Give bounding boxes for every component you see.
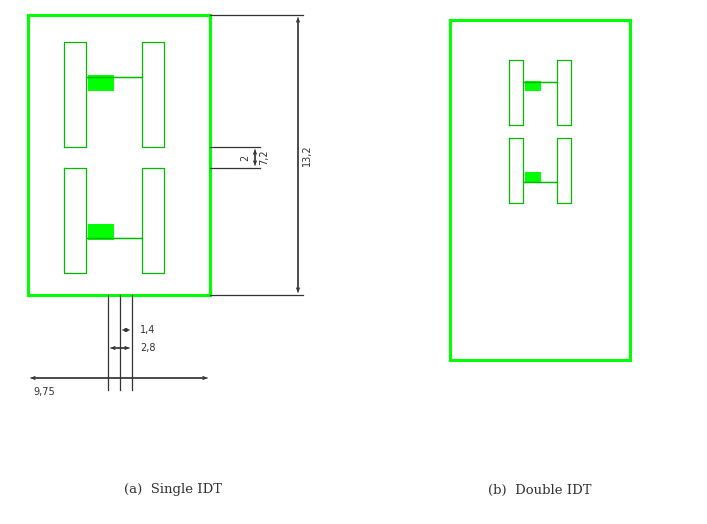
Bar xyxy=(450,20,630,360)
Text: 13,2: 13,2 xyxy=(302,144,312,166)
Text: (b)  Double IDT: (b) Double IDT xyxy=(489,484,592,497)
Text: (a)  Single IDT: (a) Single IDT xyxy=(124,484,222,497)
Bar xyxy=(28,15,210,295)
Text: 9,75: 9,75 xyxy=(33,387,54,397)
Bar xyxy=(88,75,114,91)
Bar xyxy=(88,224,114,240)
Bar xyxy=(525,81,541,91)
Text: 7,2: 7,2 xyxy=(259,150,269,165)
Text: 2: 2 xyxy=(240,155,250,161)
Bar xyxy=(525,171,541,181)
Text: 2,8: 2,8 xyxy=(140,343,156,353)
Text: 1,4: 1,4 xyxy=(140,325,156,335)
